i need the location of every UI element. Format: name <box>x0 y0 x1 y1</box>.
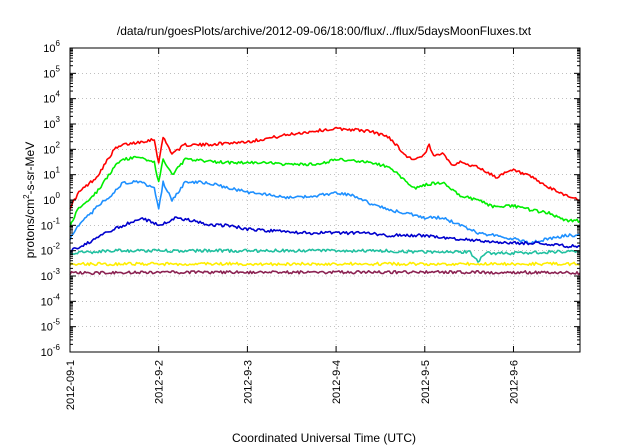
y-tick-label: 10-3 <box>41 267 61 283</box>
y-tick-label: 105 <box>43 64 60 80</box>
x-tick-label: 2012-9-4 <box>331 360 343 404</box>
series-line-2 <box>69 180 581 245</box>
axis-ticks: 10-6 10-5 10-4 10-3 10-2 10-1 100 101 102 103 104 1… <box>41 39 580 410</box>
y-tick-label: 102 <box>43 140 60 156</box>
x-tick-label: 2012-9-5 <box>420 360 432 404</box>
series-line-6 <box>69 269 581 276</box>
x-tick-label: 2012-09-1 <box>65 360 77 410</box>
x-tick-label: 2012-9-3 <box>242 360 254 404</box>
series-line-5 <box>69 261 581 267</box>
x-tick-label: 2012-9-2 <box>154 360 166 404</box>
series-lines <box>69 126 581 276</box>
y-tick-label: 10-5 <box>41 318 61 334</box>
y-tick-label: 101 <box>43 166 60 182</box>
series-line-4 <box>69 248 581 263</box>
y-axis-label: protons/cm2-s-sr-MeV <box>22 142 37 258</box>
y-tick-label: 10-1 <box>41 216 61 232</box>
x-axis-label: Coordinated Universal Time (UTC) <box>232 431 416 445</box>
series-line-3 <box>69 216 581 253</box>
grid-lines <box>70 48 580 352</box>
series-line-0 <box>69 126 581 210</box>
y-tick-label: 10-6 <box>41 343 61 359</box>
y-tick-label: 103 <box>43 115 60 131</box>
x-tick-label: 2012-9-6 <box>508 360 520 404</box>
y-tick-label: 104 <box>43 90 60 106</box>
chart-title: /data/run/goesPlots/archive/2012-09-06/1… <box>117 24 532 38</box>
y-tick-label: 106 <box>43 39 60 55</box>
series-line-1 <box>69 155 581 228</box>
y-tick-label: 10-4 <box>41 292 61 308</box>
y-tick-label: 10-2 <box>41 242 61 258</box>
y-tick-label: 100 <box>43 191 60 207</box>
